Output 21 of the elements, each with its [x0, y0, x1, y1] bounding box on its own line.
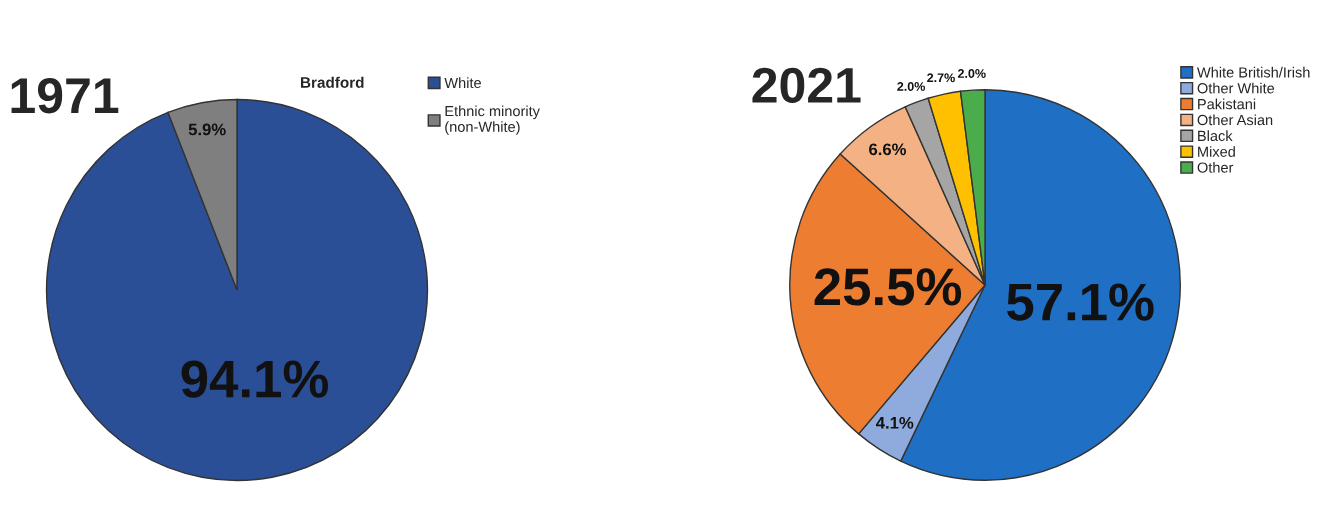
- data-label: 6.6%: [869, 143, 907, 156]
- data-label: 2.0%: [957, 69, 986, 78]
- legend-label: Other White: [1197, 82, 1275, 94]
- legend-label: Other: [1197, 162, 1234, 173]
- data-label: 4.1%: [876, 416, 914, 429]
- data-label: 5.9%: [188, 123, 226, 136]
- chart-title: 2021: [752, 67, 861, 104]
- data-label: 2.7%: [927, 73, 955, 83]
- data-label: 94.1%: [181, 360, 328, 398]
- legend-label: Mixed: [1198, 146, 1235, 157]
- legend-label: White British/Irish: [1197, 66, 1310, 78]
- legend-label: Ethnic minority (non-White): [445, 105, 540, 135]
- data-label: 25.5%: [814, 268, 962, 306]
- chart-title: 1971: [11, 77, 119, 114]
- legend-label: Pakistani: [1198, 98, 1256, 110]
- chart-subtitle: Bradford: [301, 76, 364, 88]
- legend-label: Other Asian: [1197, 114, 1273, 126]
- legend-label: White: [444, 77, 481, 89]
- legend-label: Black: [1198, 130, 1233, 142]
- data-label: 57.1%: [1007, 283, 1154, 321]
- data-label: 2.0%: [897, 82, 925, 91]
